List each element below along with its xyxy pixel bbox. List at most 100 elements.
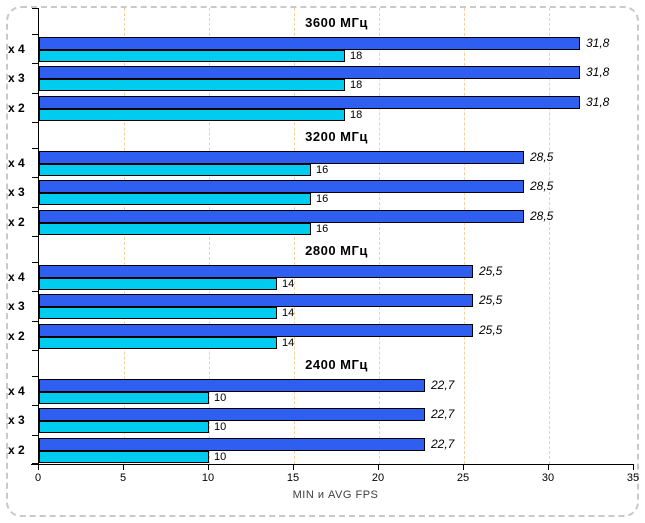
avg-fps-bar bbox=[39, 37, 580, 50]
avg-fps-bar bbox=[39, 180, 524, 194]
x-tick-label-10: 10 bbox=[201, 472, 215, 484]
y-axis-tick bbox=[32, 236, 39, 237]
y-axis-tick bbox=[32, 463, 39, 464]
group-2400-МГц: 2400 МГц x 4 22,7 10 x 3 22,7 10 x 2 22,7 10 bbox=[8, 350, 634, 464]
avg-value-label: 31,8 bbox=[586, 65, 610, 80]
x-axis-tick-25 bbox=[463, 464, 464, 470]
min-fps-bar bbox=[39, 450, 209, 463]
row-category-label: x 4 bbox=[8, 384, 25, 398]
min-fps-bar bbox=[39, 193, 311, 206]
min-fps-bar bbox=[39, 108, 345, 121]
gridline-x-15 bbox=[294, 8, 295, 464]
row-category-label: x 4 bbox=[8, 156, 25, 170]
y-axis-tick bbox=[32, 207, 39, 208]
row-category-label: x 4 bbox=[8, 42, 25, 56]
avg-value-label: 22,7 bbox=[431, 436, 455, 451]
x-axis-title: MIN и AVG FPS bbox=[292, 489, 379, 501]
gridline-x-25 bbox=[464, 8, 465, 464]
row-category-label: x 2 bbox=[8, 214, 25, 229]
min-value-label: 14 bbox=[282, 278, 295, 290]
bar-row: x 3 31,8 18 bbox=[8, 63, 634, 92]
x-axis-tick-35 bbox=[633, 464, 634, 470]
y-axis-tick bbox=[32, 63, 39, 64]
y-axis-tick bbox=[32, 435, 39, 436]
avg-fps-bar bbox=[39, 265, 473, 278]
min-value-label: 16 bbox=[316, 193, 329, 206]
row-category-label: x 3 bbox=[8, 413, 25, 428]
x-tick-label-20: 20 bbox=[371, 472, 385, 484]
min-value-label: 14 bbox=[282, 336, 295, 349]
x-tick-label-25: 25 bbox=[456, 472, 470, 484]
gridline-x-30 bbox=[549, 8, 550, 464]
min-fps-bar bbox=[39, 421, 209, 434]
avg-value-label: 28,5 bbox=[530, 179, 554, 194]
avg-value-label: 31,8 bbox=[586, 94, 610, 109]
row-category-label: x 2 bbox=[8, 328, 25, 343]
bar-row: x 3 28,5 16 bbox=[8, 177, 634, 206]
row-category-label: x 2 bbox=[8, 442, 25, 457]
min-fps-bar bbox=[39, 392, 209, 404]
x-tick-label-30: 30 bbox=[541, 472, 555, 484]
min-value-label: 10 bbox=[214, 450, 227, 463]
group-3600-МГц: 3600 МГц x 4 31,8 18 x 3 31,8 18 x 2 31,8 18 bbox=[8, 8, 634, 122]
group-title: 3200 МГц bbox=[305, 129, 368, 144]
min-value-label: 10 bbox=[214, 421, 227, 434]
avg-value-label: 22,7 bbox=[431, 407, 455, 422]
avg-value-label: 25,5 bbox=[479, 322, 503, 337]
avg-value-label: 31,8 bbox=[586, 36, 610, 50]
x-axis-line bbox=[31, 464, 634, 465]
avg-fps-bar bbox=[39, 66, 580, 80]
bar-row: x 3 22,7 10 bbox=[8, 405, 634, 434]
bar-row: x 4 28,5 16 bbox=[8, 148, 634, 177]
group-title: 3600 МГц bbox=[305, 15, 368, 30]
x-axis-tick-0 bbox=[38, 464, 39, 470]
min-value-label: 14 bbox=[282, 307, 295, 320]
x-tick-label-35: 35 bbox=[626, 472, 640, 484]
avg-value-label: 22,7 bbox=[431, 378, 455, 392]
y-axis-tick bbox=[32, 8, 39, 9]
avg-fps-bar bbox=[39, 151, 524, 164]
bar-row: x 2 28,5 16 bbox=[8, 207, 634, 236]
y-axis-tick bbox=[32, 350, 39, 351]
row-category-label: x 3 bbox=[8, 71, 25, 86]
avg-value-label: 25,5 bbox=[479, 293, 503, 308]
avg-fps-bar bbox=[39, 379, 425, 392]
bar-row: x 3 25,5 14 bbox=[8, 291, 634, 320]
min-fps-bar bbox=[39, 307, 277, 320]
group-3200-МГц: 3200 МГц x 4 28,5 16 x 3 28,5 16 x 2 28,5 16 bbox=[8, 122, 634, 236]
gridline-x-20 bbox=[379, 8, 380, 464]
gridline-x-5 bbox=[124, 8, 125, 464]
bar-row: x 4 31,8 18 bbox=[8, 34, 634, 63]
row-category-label: x 3 bbox=[8, 299, 25, 314]
min-fps-bar bbox=[39, 164, 311, 176]
y-axis-tick bbox=[32, 34, 39, 35]
y-axis-tick bbox=[32, 262, 39, 263]
min-fps-bar bbox=[39, 79, 345, 92]
bar-row: x 4 25,5 14 bbox=[8, 262, 634, 291]
min-value-label: 10 bbox=[214, 392, 227, 404]
bar-row: x 4 22,7 10 bbox=[8, 376, 634, 405]
min-value-label: 18 bbox=[350, 50, 363, 62]
y-axis-tick bbox=[32, 177, 39, 178]
min-fps-bar bbox=[39, 50, 345, 62]
x-tick-label-5: 5 bbox=[119, 472, 127, 484]
min-value-label: 18 bbox=[350, 108, 363, 121]
x-tick-label-0: 0 bbox=[34, 472, 42, 484]
x-tick-label-15: 15 bbox=[286, 472, 300, 484]
group-title: 2400 МГц bbox=[305, 357, 368, 372]
y-axis-tick bbox=[32, 93, 39, 94]
avg-fps-bar bbox=[39, 323, 473, 337]
plot-area: 3600 МГц x 4 31,8 18 x 3 31,8 18 x 2 31,8 18 3200 … bbox=[8, 8, 634, 464]
min-fps-bar bbox=[39, 222, 311, 235]
x-axis-tick-30 bbox=[548, 464, 549, 470]
y-axis-tick bbox=[32, 122, 39, 123]
min-fps-bar bbox=[39, 336, 277, 349]
y-axis-tick bbox=[32, 376, 39, 377]
y-axis-tick bbox=[32, 148, 39, 149]
bar-row: x 2 31,8 18 bbox=[8, 93, 634, 122]
avg-fps-bar bbox=[39, 437, 425, 451]
row-category-label: x 4 bbox=[8, 270, 25, 284]
bar-row: x 2 22,7 10 bbox=[8, 435, 634, 464]
group-2800-МГц: 2800 МГц x 4 25,5 14 x 3 25,5 14 x 2 25,5 14 bbox=[8, 236, 634, 350]
row-category-label: x 3 bbox=[8, 185, 25, 200]
